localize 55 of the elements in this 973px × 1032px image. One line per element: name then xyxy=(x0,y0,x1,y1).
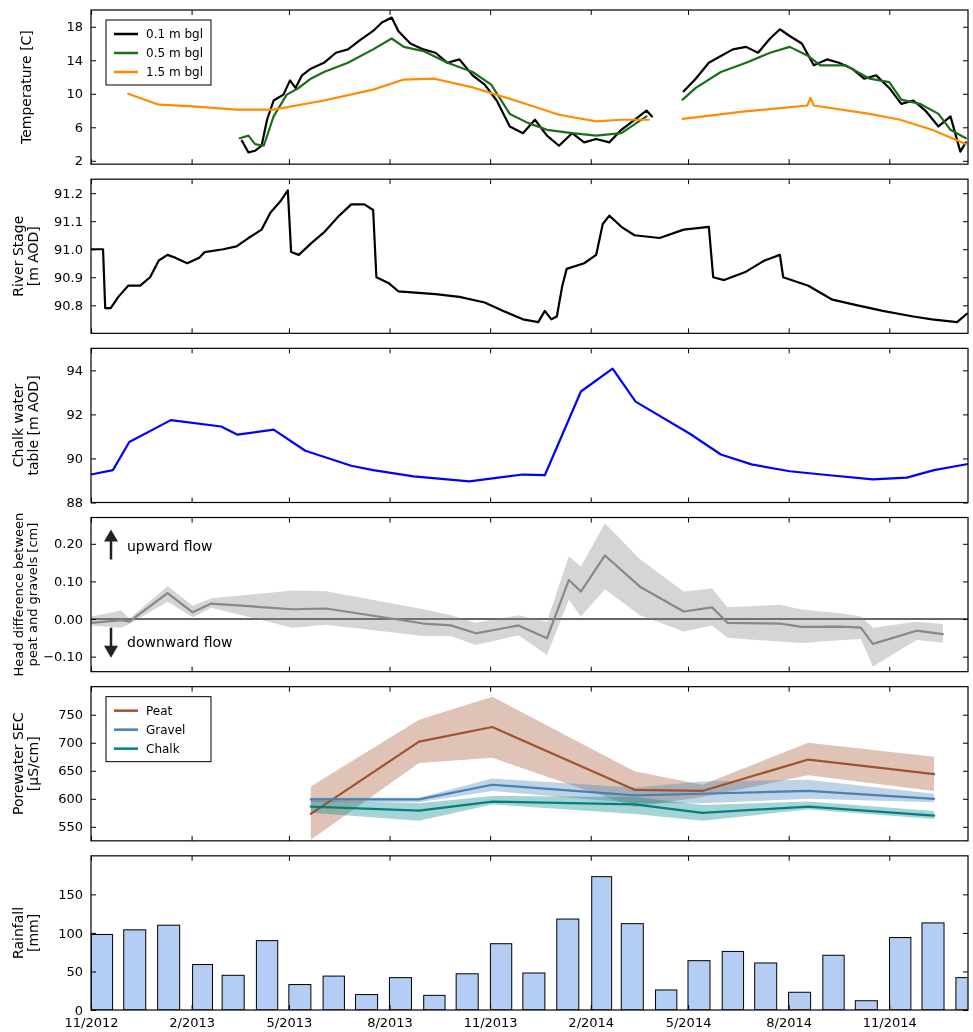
y-tick-label: 91.2 xyxy=(54,185,83,201)
y-tick-label: 91.0 xyxy=(54,241,83,257)
legend-label: 0.5 m bgl xyxy=(146,46,203,60)
x-tick-label: 2/2014 xyxy=(568,1015,615,1031)
x-tick-label: 11/2012 xyxy=(64,1015,119,1031)
y-tick-label: 94 xyxy=(66,363,83,379)
line-series xyxy=(309,783,936,801)
y-tick-label: 650 xyxy=(58,763,83,779)
y-tick-label: 90.9 xyxy=(54,269,83,285)
x-tick-label: 8/2014 xyxy=(766,1015,813,1031)
y-tick-label: 88 xyxy=(66,495,83,511)
y-tick-label: 550 xyxy=(58,819,83,835)
line-series xyxy=(91,554,944,645)
y-axis-title: River Stage [m AOD] xyxy=(10,215,42,297)
y-axis-title: Rainfall [mm] xyxy=(10,906,42,959)
line-series xyxy=(309,725,936,816)
y-tick-label: 750 xyxy=(58,707,83,723)
y-tick-label: 90.8 xyxy=(54,297,83,313)
y-tick-label: 600 xyxy=(58,791,83,807)
y-axis-title: Porewater SEC [µS/cm] xyxy=(10,712,42,815)
y-tick-label: 10 xyxy=(66,86,83,102)
y-tick-label: 90 xyxy=(66,451,83,467)
y-tick-label: 6 xyxy=(74,119,83,135)
y-tick-label: 700 xyxy=(58,735,83,751)
y-tick-label: 0.20 xyxy=(54,536,83,552)
y-tick-label: 91.1 xyxy=(54,213,83,229)
y-tick-label: 0.00 xyxy=(54,611,83,627)
legend-label: Gravel xyxy=(146,722,186,737)
annotation: downward flow xyxy=(127,633,233,650)
y-axis-title: Chalk water table [m AOD] xyxy=(10,375,42,476)
y-tick-label: 18 xyxy=(66,19,83,35)
legend-label: Peat xyxy=(146,703,173,718)
legend-label: Chalk xyxy=(146,741,180,756)
y-tick-label: −0.10 xyxy=(43,649,83,665)
y-tick-label: 100 xyxy=(58,925,83,941)
y-tick-label: 14 xyxy=(66,52,83,68)
y-tick-label: 50 xyxy=(66,964,83,980)
y-tick-label: 0.10 xyxy=(54,574,83,590)
y-axis-title: Head difference between peat and gravels [cm] xyxy=(11,512,41,677)
y-tick-label: 0 xyxy=(74,1002,83,1018)
x-tick-label: 5/2014 xyxy=(665,1015,712,1031)
y-tick-label: 150 xyxy=(58,887,83,903)
legend-label: 1.5 m bgl xyxy=(146,65,203,79)
x-tick-label: 11/2013 xyxy=(463,1015,518,1031)
x-tick-label: 11/2014 xyxy=(862,1015,917,1031)
legend-label: 0.1 m bgl xyxy=(146,27,203,41)
x-tick-label: 8/2013 xyxy=(367,1015,413,1031)
x-tick-label: 5/2013 xyxy=(266,1015,313,1031)
x-tick-label: 2/2013 xyxy=(169,1015,215,1031)
y-axis-title: Temperature [C] xyxy=(18,30,34,146)
line-series xyxy=(309,800,936,817)
y-tick-label: 92 xyxy=(66,407,83,423)
annotation: upward flow xyxy=(127,537,213,554)
y-tick-label: 2 xyxy=(74,153,83,169)
line-series xyxy=(91,367,968,483)
